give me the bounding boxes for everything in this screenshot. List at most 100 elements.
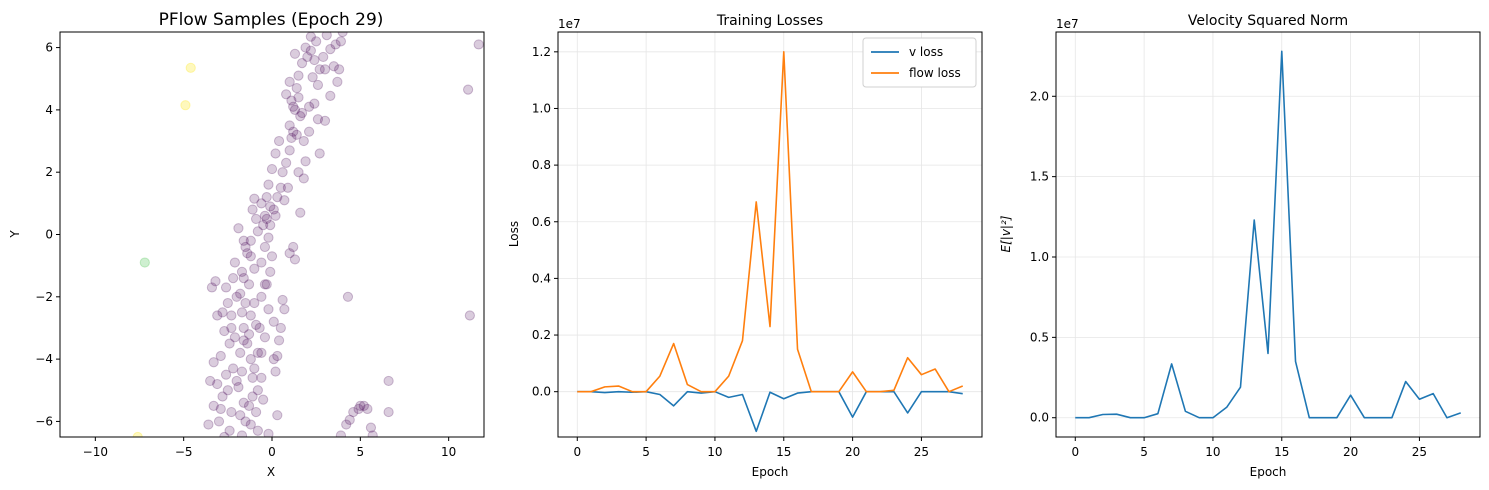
scatter-point xyxy=(249,363,260,374)
scatter-point xyxy=(226,310,237,321)
losses-y-tick-label: 0.4 xyxy=(532,271,551,285)
losses-y-tick-label: 1.2 xyxy=(532,45,551,59)
scatter-point xyxy=(263,179,274,190)
scatter-point xyxy=(247,391,258,402)
losses-title: Training Losses xyxy=(716,13,823,29)
scatter-point xyxy=(328,61,339,72)
scatter-point xyxy=(344,414,355,425)
scatter-point xyxy=(286,132,297,144)
velocity-y-tick-label: 0.0 xyxy=(1030,411,1049,425)
scatter-point xyxy=(298,135,309,147)
scatter-point xyxy=(205,375,216,387)
scatter-point xyxy=(293,92,304,103)
scatter-y-label: Y xyxy=(8,230,22,239)
scatter-point xyxy=(330,39,341,50)
losses-series-line-0 xyxy=(577,390,963,433)
scatter-point xyxy=(270,210,281,221)
scatter-point xyxy=(358,400,369,411)
scatter-point xyxy=(261,192,272,203)
scatter-point xyxy=(265,266,276,277)
scatter-point xyxy=(332,76,343,87)
velocity-y-label: E[|v|²] xyxy=(999,215,1013,252)
scatter-x-label: X xyxy=(267,465,275,479)
scatter-point xyxy=(256,347,267,358)
velocity-series-line-0 xyxy=(1075,50,1461,419)
scatter-point xyxy=(251,213,262,225)
scatter-point xyxy=(307,72,318,83)
scatter-point xyxy=(337,32,348,38)
scatter-point-highlight xyxy=(180,100,191,111)
scatter-point xyxy=(259,279,271,290)
scatter-point xyxy=(281,157,292,168)
scatter-point xyxy=(220,369,232,380)
scatter-y-tick-label: 0 xyxy=(45,228,53,242)
scatter-point xyxy=(305,45,316,56)
scatter-point xyxy=(296,107,308,119)
scatter-point xyxy=(282,182,293,193)
losses-series-line-1 xyxy=(577,51,964,393)
scatter-point xyxy=(245,419,256,430)
scatter-point xyxy=(242,338,253,349)
scatter-point xyxy=(295,111,306,122)
velocity-x-ticks: 0 5 10 15 20 25 xyxy=(1071,437,1427,459)
losses-x-tick-label: 25 xyxy=(914,445,929,459)
losses-legend: v loss flow loss xyxy=(862,37,977,88)
scatter-title: PFlow Samples (Epoch 29) xyxy=(159,10,384,30)
scatter-x-tick-label: −5 xyxy=(175,445,193,459)
scatter-point xyxy=(235,410,246,421)
scatter-point xyxy=(266,163,278,175)
scatter-point xyxy=(279,304,290,315)
losses-axes-frame xyxy=(557,31,983,438)
velocity-y-tick-label: 1.0 xyxy=(1030,250,1049,264)
scatter-point xyxy=(325,44,336,55)
scatter-point xyxy=(245,251,256,262)
scatter-point xyxy=(212,378,223,390)
velocity-title: Velocity Squared Norm xyxy=(1188,13,1348,29)
scatter-point xyxy=(293,167,304,178)
scatter-point xyxy=(252,226,263,237)
losses-y-tick-label: 0.8 xyxy=(532,158,551,172)
scatter-point xyxy=(213,416,225,427)
scatter-point xyxy=(222,297,233,309)
scatter-point xyxy=(254,322,265,334)
scatter-point xyxy=(270,366,281,377)
scatter-point xyxy=(334,64,345,75)
losses-x-tick-label: 20 xyxy=(845,445,860,459)
scatter-point xyxy=(238,322,249,334)
scatter-point xyxy=(251,319,262,330)
scatter-point xyxy=(219,325,230,337)
scatter-point xyxy=(268,204,279,215)
scatter-point xyxy=(224,338,235,349)
scatter-point xyxy=(295,207,306,218)
velocity-x-label: Epoch xyxy=(1250,465,1287,479)
scatter-y-tick-label: 4 xyxy=(45,103,53,117)
scatter-y-tick-label: 2 xyxy=(45,165,53,179)
scatter-x-tick-label: −10 xyxy=(83,445,108,459)
scatter-point xyxy=(273,135,285,147)
scatter-point xyxy=(224,425,235,436)
scatter-point xyxy=(272,192,283,203)
scatter-point xyxy=(256,198,267,209)
scatter-point xyxy=(291,82,302,94)
scatter-point xyxy=(220,282,232,293)
scatter-point xyxy=(284,145,295,156)
scatter-point xyxy=(289,104,301,115)
scatter-point xyxy=(226,322,237,334)
scatter-point xyxy=(263,304,274,315)
scatter-point xyxy=(245,235,256,246)
losses-y-tick-label: 0.6 xyxy=(532,215,551,229)
scatter-point xyxy=(265,220,276,231)
scatter-point xyxy=(217,307,228,318)
scatter-point xyxy=(305,32,316,42)
scatter-point xyxy=(261,279,272,290)
scatter-point xyxy=(289,254,301,265)
scatter-point xyxy=(293,70,304,81)
losses-x-tick-label: 15 xyxy=(776,445,791,459)
losses-offset-text: 1e7 xyxy=(558,17,581,31)
scatter-point xyxy=(365,422,377,433)
scatter-point xyxy=(233,223,244,234)
scatter-point xyxy=(309,98,320,109)
scatter-panel: PFlow Samples (Epoch 29) −10 −5 0 5 10 −6−4−… xyxy=(8,10,485,479)
scatter-point xyxy=(314,64,325,75)
